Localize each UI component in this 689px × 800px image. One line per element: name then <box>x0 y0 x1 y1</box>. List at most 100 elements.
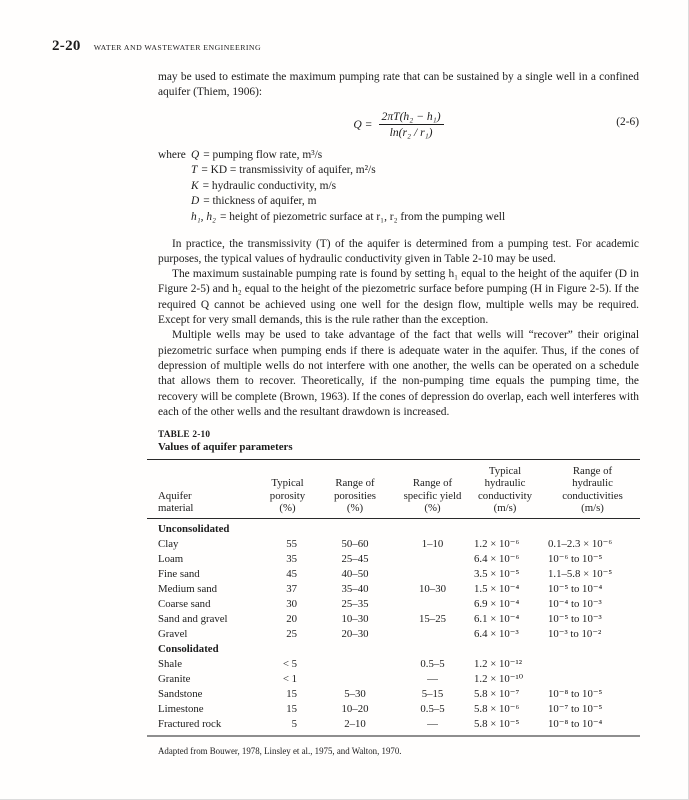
table-cell: — <box>427 673 438 686</box>
table-row: Gravel 25 20–30 6.4 × 10⁻³ 10⁻³ to 10⁻² <box>147 627 640 642</box>
table-cell: 6.4 × 10⁻⁶ <box>474 553 520 566</box>
table-title: Values of aquifer parameters <box>158 441 293 454</box>
table-label: TABLE 2-10 <box>158 430 211 441</box>
running-header: 2-20 WATER AND WASTEWATER ENGINEERING <box>52 38 261 55</box>
running-head-title: WATER AND WASTEWATER ENGINEERING <box>93 43 262 52</box>
table-cell <box>545 657 640 672</box>
table-row: Fine sand 45 40–50 3.5 × 10⁻⁵ 1.1–5.8 × 10⁻⁵ <box>147 567 640 582</box>
where-line: where Q = pumping flow rate, m³/s <box>158 148 639 164</box>
table-cell: 55 <box>286 538 297 551</box>
table-cell: 20 <box>286 613 297 626</box>
table-cell: Granite <box>158 673 191 686</box>
table-cell: 1.2 × 10⁻¹² <box>474 658 522 671</box>
variable-symbol: K <box>191 179 199 192</box>
body-paragraph: The maximum sustainable pumping rate is … <box>158 268 639 327</box>
table-cell: 1–10 <box>421 538 444 551</box>
where-line: K = hydraulic conductivity, m/s <box>158 179 639 195</box>
table-row: Coarse sand 30 25–35 6.9 × 10⁻⁴ 10⁻⁴ to 10⁻³ <box>147 597 640 612</box>
table-section-row: Consolidated <box>147 642 640 657</box>
table-row: Fractured rock 5 2–10 — 5.8 × 10⁻⁵ 10⁻⁸ to 10… <box>147 717 640 736</box>
where-line: D = thickness of aquifer, m <box>158 194 639 210</box>
table-row: Granite < 1 — 1.2 × 10⁻¹⁰ <box>147 672 640 687</box>
table-cell: 25–45 <box>341 553 369 566</box>
table-cell: 0.5–5 <box>420 658 445 671</box>
page-content: may be used to estimate the maximum pump… <box>147 70 640 756</box>
table-cell: 6.4 × 10⁻³ <box>474 628 519 641</box>
table-cell: 3.5 × 10⁻⁵ <box>474 568 520 581</box>
table-cell <box>310 657 400 672</box>
table-cell: 10–30 <box>419 583 446 596</box>
table-cell: Fine sand <box>158 568 200 581</box>
table-cell: 35–40 <box>341 583 369 596</box>
table-body: Unconsolidated Clay 55 50–60 1–10 1.2 × 10⁻⁶ 0… <box>147 519 640 737</box>
table-cell <box>400 597 465 612</box>
column-header-specific-yield: Range of specific yield (%) <box>400 459 465 520</box>
table-cell: 10⁻³ to 10⁻² <box>548 628 602 641</box>
variable-symbol: Q <box>191 148 200 161</box>
table-cell: Limestone <box>158 703 204 716</box>
table-cell: 40–50 <box>341 568 369 581</box>
table-cell <box>400 567 465 582</box>
table-cell: 6.9 × 10⁻⁴ <box>474 598 520 611</box>
table-cell: 5–15 <box>421 688 444 701</box>
intro-paragraph: may be used to estimate the maximum pump… <box>158 71 639 99</box>
table-row: Loam 35 25–45 6.4 × 10⁻⁶ 10⁻⁶ to 10⁻⁵ <box>147 552 640 567</box>
table-cell: 0.5–5 <box>420 703 445 716</box>
table-cell: Medium sand <box>158 583 218 596</box>
table-cell: 5.8 × 10⁻⁷ <box>474 688 520 701</box>
column-header-typical-conductivity: Typical hydraulic conductivity (m/s) <box>465 459 545 520</box>
table-row: Sandstone 15 5–30 5–15 5.8 × 10⁻⁷ 10⁻⁸ to 10⁻… <box>147 687 640 702</box>
variable-symbol: h₁, h₂ <box>191 210 217 223</box>
variable-definition: = thickness of aquifer, m <box>203 195 317 208</box>
table-cell: < 5 <box>282 658 297 671</box>
variable-symbol: D <box>191 195 200 208</box>
equation-number: (2-6) <box>616 116 639 129</box>
table-section-label: Unconsolidated <box>158 523 230 536</box>
table-cell: Gravel <box>158 628 188 641</box>
table-footnote: Adapted from Bouwer, 1978, Linsley et al… <box>158 746 402 757</box>
table-cell: 10⁻⁴ to 10⁻³ <box>548 598 602 611</box>
table-cell: 30 <box>286 598 297 611</box>
table-cell: 1.2 × 10⁻⁶ <box>474 538 520 551</box>
table-cell <box>545 672 640 687</box>
body-paragraph: In practice, the transmissivity (T) of t… <box>158 237 639 265</box>
table-cell: 20–30 <box>341 628 369 641</box>
body-paragraph: Multiple wells may be used to take advan… <box>158 329 639 418</box>
equation-fraction: 2πT(h₂ − h₁) ln(r₂ / r₁) <box>378 110 444 139</box>
table-cell: 15 <box>286 703 297 716</box>
table-cell: < 1 <box>282 673 297 686</box>
table-cell: Coarse sand <box>158 598 211 611</box>
equation-2-6: Q = 2πT(h₂ − h₁) ln(r₂ / r₁) (2-6) <box>158 110 639 139</box>
table-cell: 10⁻⁷ to 10⁻⁵ <box>548 703 603 716</box>
page-number: 2-20 <box>52 38 81 54</box>
table-section-label: Consolidated <box>158 643 219 656</box>
table-cell: 10⁻⁸ to 10⁻⁴ <box>548 718 603 731</box>
table-cell: 1.1–5.8 × 10⁻⁵ <box>548 568 613 581</box>
table-cell: 10–20 <box>341 703 369 716</box>
table-cell: 5.8 × 10⁻⁶ <box>474 703 520 716</box>
variable-definition: = height of piezometric surface at r₁, r… <box>220 210 506 223</box>
table-cell: 10⁻⁸ to 10⁻⁵ <box>548 688 603 701</box>
table-cell: Fractured rock <box>158 718 222 731</box>
column-header-aquifer-material: Aquifer material <box>147 459 265 520</box>
table-cell: Shale <box>158 658 182 671</box>
variable-definition: = hydraulic conductivity, m/s <box>202 179 337 192</box>
table-row: Sand and gravel 20 10–30 15–25 6.1 × 10⁻⁴ 10⁻… <box>147 612 640 627</box>
table-cell: 50–60 <box>341 538 369 551</box>
table-cell: 10⁻⁵ to 10⁻³ <box>548 613 602 626</box>
table-cell: 0.1–2.3 × 10⁻⁶ <box>548 538 613 551</box>
variable-definition: = pumping flow rate, m³/s <box>203 148 323 161</box>
table-cell <box>310 672 400 687</box>
table-cell: 5 <box>291 718 297 731</box>
aquifer-parameters-table: Aquifer material Typical porosity (%) Ra… <box>147 459 640 738</box>
table-cell <box>400 552 465 567</box>
table-header-row: Aquifer material Typical porosity (%) Ra… <box>147 459 640 520</box>
variable-definition: = KD = transmissivity of aquifer, m²/s <box>201 164 376 177</box>
table-row: Medium sand 37 35–40 10–30 1.5 × 10⁻⁴ 10⁻⁵ to… <box>147 582 640 597</box>
table-cell: 10⁻⁶ to 10⁻⁵ <box>548 553 603 566</box>
table-row: Clay 55 50–60 1–10 1.2 × 10⁻⁶ 0.1–2.3 × 10⁻⁶ <box>147 537 640 552</box>
table-cell: 15–25 <box>419 613 446 626</box>
equation-denominator: ln(r₂ / r₁) <box>389 125 433 139</box>
table-cell: 1.5 × 10⁻⁴ <box>474 583 520 596</box>
